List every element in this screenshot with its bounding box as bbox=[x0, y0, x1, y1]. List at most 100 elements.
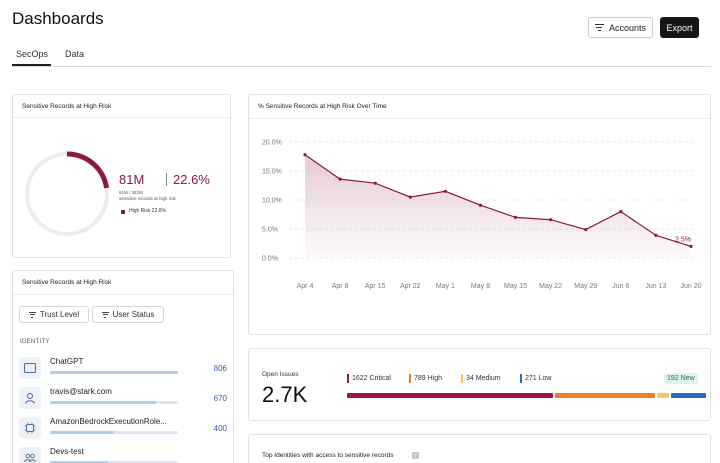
value-separator bbox=[166, 173, 167, 186]
legend-swatch bbox=[121, 210, 125, 214]
tab-data[interactable]: Data bbox=[65, 49, 85, 59]
severity-swatch bbox=[347, 374, 349, 383]
data-point bbox=[373, 181, 377, 185]
data-point bbox=[654, 233, 658, 237]
user-status-label: User Status bbox=[112, 310, 155, 319]
risk-donut-chart bbox=[25, 151, 110, 236]
window-icon bbox=[19, 357, 41, 379]
active-tab-indicator bbox=[12, 64, 51, 66]
data-point bbox=[443, 189, 447, 193]
accounts-button-label: Accounts bbox=[608, 22, 647, 33]
identity-name: AmazonBedrockExecutionRole... bbox=[50, 417, 167, 426]
severity-bar-segment bbox=[671, 393, 706, 398]
card-divider bbox=[13, 294, 233, 295]
data-point bbox=[513, 215, 518, 219]
trust-level-filter[interactable]: Trust Level bbox=[19, 306, 89, 323]
donut-arc-high-risk bbox=[66, 151, 110, 189]
user-status-filter[interactable]: User Status bbox=[92, 306, 164, 323]
x-tick-label: Jun 20 bbox=[680, 283, 701, 290]
series-line bbox=[304, 154, 692, 247]
y-tick-label: 10.0% bbox=[262, 198, 282, 205]
open-issues-label: Open Issues bbox=[262, 371, 299, 378]
data-point bbox=[338, 177, 342, 181]
card-title: Sensitive Records at High Risk bbox=[22, 103, 112, 110]
chip-icon bbox=[19, 417, 41, 439]
y-tick-label: 20.0% bbox=[262, 140, 282, 147]
x-tick-label: May 22 bbox=[539, 283, 562, 290]
x-tick-label: Apr 15 bbox=[365, 283, 386, 290]
identity-bar-fill bbox=[50, 371, 178, 374]
x-tick-label: Jun 13 bbox=[645, 283, 666, 290]
high-risk-count: 81M bbox=[119, 172, 145, 187]
identity-bar bbox=[50, 401, 178, 404]
new-issues-badge[interactable]: 192 New bbox=[664, 373, 698, 384]
severity-label: 34 Medium bbox=[466, 375, 501, 382]
risk-over-time-card: % Sensitive Records at High Risk Over Ti… bbox=[248, 94, 711, 335]
data-point bbox=[689, 244, 693, 248]
info-icon[interactable]: i bbox=[412, 452, 419, 459]
y-tick-label: 15.0% bbox=[262, 169, 282, 176]
identity-bar-fill bbox=[50, 401, 157, 404]
accounts-button[interactable]: Accounts bbox=[588, 17, 653, 38]
identity-count: 400 bbox=[213, 424, 227, 433]
top-identities-card: Top Identities with access to sensitive … bbox=[248, 434, 711, 463]
identity-count: 806 bbox=[213, 364, 227, 373]
data-point bbox=[408, 195, 412, 199]
card-divider bbox=[249, 118, 710, 119]
open-issues-card: Open Issues 2.7K 1622 Critical 789 High 34… bbox=[248, 348, 711, 421]
data-point bbox=[619, 210, 623, 214]
identity-bar bbox=[50, 371, 178, 374]
risk-over-time-chart: 20.0% 15.0% 10.0% 5.0% 0.0% Apr 4 Apr 8 Apr 15 A… bbox=[262, 140, 702, 291]
high-risk-percent: 22.6% bbox=[173, 172, 210, 187]
severity-bar-segment bbox=[657, 393, 670, 398]
identity-row[interactable]: Devs-test bbox=[19, 447, 231, 463]
identity-bar bbox=[50, 461, 178, 463]
identity-name: travis@stark.com bbox=[50, 387, 112, 396]
series-area bbox=[305, 154, 691, 258]
x-tick-label: Apr 22 bbox=[400, 283, 421, 290]
group-icon bbox=[19, 447, 41, 463]
data-point bbox=[584, 227, 588, 232]
trust-level-label: Trust Level bbox=[39, 310, 80, 319]
data-point bbox=[549, 218, 553, 222]
identity-column-header: IDENTITY bbox=[20, 339, 50, 345]
x-tick-label: May 1 bbox=[436, 283, 455, 290]
x-tick-label: Apr 4 bbox=[297, 283, 314, 290]
card-title: % Sensitive Records at High Risk Over Ti… bbox=[258, 103, 387, 110]
page-title: Dashboards bbox=[12, 9, 104, 28]
severity-swatch bbox=[409, 374, 411, 383]
x-tick-label: Apr 8 bbox=[332, 283, 349, 290]
x-tick-label: May 29 bbox=[574, 283, 597, 290]
export-button[interactable]: Export bbox=[660, 17, 699, 38]
filter-icon bbox=[594, 22, 604, 33]
legend-label: High Risk 22.6% bbox=[129, 208, 166, 214]
identity-name: ChatGPT bbox=[50, 357, 84, 366]
y-tick-label: 0.0% bbox=[262, 256, 278, 263]
filter-icon bbox=[101, 310, 109, 319]
y-tick-label: 5.0% bbox=[262, 227, 278, 234]
card-divider bbox=[13, 117, 230, 118]
user-icon bbox=[19, 387, 41, 409]
identities-card: Sensitive Records at High Risk Trust Lev… bbox=[12, 270, 234, 463]
severity-swatch bbox=[461, 374, 463, 383]
identity-bar-fill bbox=[50, 431, 114, 434]
identity-row[interactable]: travis@stark.com 670 bbox=[19, 387, 231, 419]
severity-legend-item: 1622 Critical bbox=[347, 374, 391, 383]
identity-row[interactable]: ChatGPT 806 bbox=[19, 357, 231, 389]
tab-bar: SecOps Data bbox=[12, 43, 711, 67]
high-risk-records-card: Sensitive Records at High Risk 81M 22.6%… bbox=[12, 94, 231, 258]
data-point bbox=[303, 153, 307, 157]
identity-row[interactable]: AmazonBedrockExecutionRole... 400 bbox=[19, 417, 231, 449]
severity-bar-segment bbox=[347, 393, 554, 398]
severity-legend-item: 271 Low bbox=[520, 374, 551, 383]
data-point bbox=[478, 203, 483, 207]
x-tick-label: Jun 6 bbox=[612, 283, 629, 290]
tab-secops[interactable]: SecOps bbox=[16, 49, 49, 59]
identity-name: Devs-test bbox=[50, 447, 84, 456]
last-value-label: 2.5% bbox=[675, 236, 691, 243]
open-issues-total: 2.7K bbox=[262, 382, 308, 407]
card-title: Sensitive Records at High Risk bbox=[22, 279, 112, 286]
records-fraction: 81M / 362M bbox=[119, 190, 143, 195]
x-tick-label: May 8 bbox=[471, 283, 490, 290]
x-tick-label: May 15 bbox=[504, 283, 527, 290]
